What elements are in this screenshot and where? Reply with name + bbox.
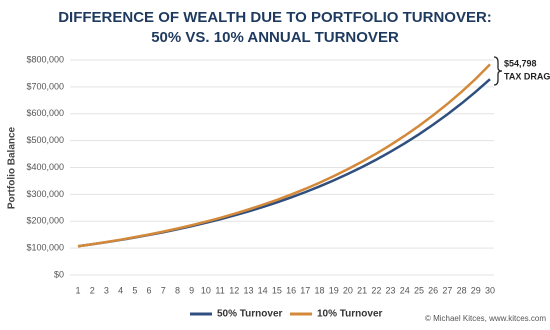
x-tick-label: 7 xyxy=(161,285,166,295)
annotation-amount: $54,798 xyxy=(504,58,537,68)
x-tick-label: 1 xyxy=(75,285,80,295)
x-tick-label: 14 xyxy=(258,285,268,295)
x-tick-label: 8 xyxy=(175,285,180,295)
x-tick-label: 10 xyxy=(201,285,211,295)
brace xyxy=(493,56,503,86)
x-tick-label: 27 xyxy=(442,285,452,295)
y-tick-label: $700,000 xyxy=(26,81,64,91)
x-tick-label: 29 xyxy=(471,285,481,295)
x-tick-label: 12 xyxy=(229,285,239,295)
x-tick-label: 4 xyxy=(118,285,123,295)
x-tick-label: 16 xyxy=(286,285,296,295)
y-tick-label: $300,000 xyxy=(26,189,64,199)
y-axis-label: Portfolio Balance xyxy=(7,126,18,209)
x-tick-label: 15 xyxy=(272,285,282,295)
x-tick-label: 2 xyxy=(90,285,95,295)
x-tick-label: 22 xyxy=(371,285,381,295)
annotation-label: TAX DRAG xyxy=(504,71,550,81)
x-tick-label: 9 xyxy=(189,285,194,295)
x-tick-label: 19 xyxy=(329,285,339,295)
x-tick-label: 21 xyxy=(357,285,367,295)
x-tick-label: 17 xyxy=(300,285,310,295)
chart-title: DIFFERENCE OF WEALTH DUE TO PORTFOLIO TU… xyxy=(58,9,492,26)
x-tick-label: 24 xyxy=(400,285,410,295)
source: © Michael Kitces, www.kitces.com xyxy=(425,314,546,323)
x-tick-label: 26 xyxy=(428,285,438,295)
y-tick-label: $100,000 xyxy=(26,243,64,253)
x-tick-label: 28 xyxy=(457,285,467,295)
y-tick-label: $800,000 xyxy=(26,54,64,64)
x-tick-label: 11 xyxy=(215,285,224,295)
x-tick-label: 3 xyxy=(104,285,109,295)
legend-label: 50% Turnover xyxy=(217,309,282,320)
y-tick-label: $600,000 xyxy=(26,108,64,118)
x-tick-label: 30 xyxy=(485,285,495,295)
series-line xyxy=(77,63,491,248)
y-tick-label: $400,000 xyxy=(26,162,64,172)
y-tick-label: $500,000 xyxy=(26,135,64,145)
y-tick-label: $0 xyxy=(54,269,64,279)
x-tick-label: 20 xyxy=(343,285,353,295)
x-tick-label: 23 xyxy=(386,285,396,295)
legend-label: 10% Turnover xyxy=(317,309,382,320)
x-tick-label: 5 xyxy=(132,285,137,295)
x-tick-label: 6 xyxy=(147,285,152,295)
x-tick-label: 18 xyxy=(315,285,325,295)
chart-title: 50% VS. 10% ANNUAL TURNOVER xyxy=(151,29,399,46)
x-tick-label: 25 xyxy=(414,285,424,295)
x-tick-label: 13 xyxy=(243,285,253,295)
y-tick-label: $200,000 xyxy=(26,216,64,226)
